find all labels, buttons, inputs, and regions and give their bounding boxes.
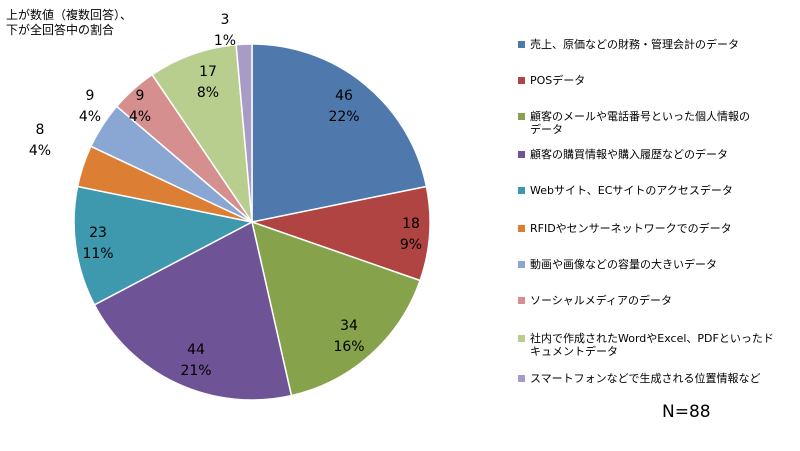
- legend-swatch: [518, 297, 525, 304]
- legend-label: 社内で作成されたWordやExcel、PDFといったド キュメントデータ: [530, 332, 774, 358]
- slice-percent-label-7: 4%: [79, 109, 101, 125]
- legend-item-8: ソーシャルメディアのデータ: [518, 294, 792, 307]
- legend-label: スマートフォンなどで生成される位置情報など: [530, 372, 761, 385]
- slice-value-label-5: 23: [89, 225, 107, 241]
- pie-slice-1: [251, 43, 428, 223]
- legend-label: 顧客の購買情報や購入履歴などのデータ: [530, 148, 728, 161]
- legend-swatch: [518, 151, 525, 158]
- slice-percent-label-3: 16%: [333, 339, 364, 355]
- slice-value-label-3: 34: [340, 318, 358, 334]
- slice-percent-label-2: 9%: [400, 237, 422, 253]
- legend-item-9: 社内で作成されたWordやExcel、PDFといったド キュメントデータ: [518, 332, 792, 358]
- legend-label: Webサイト、ECサイトのアクセスデータ: [530, 184, 733, 197]
- slice-percent-label-1: 22%: [328, 109, 359, 125]
- pie-slice-4: [93, 220, 293, 401]
- legend-label: POSデータ: [530, 74, 586, 87]
- pie-slice-2: [249, 185, 431, 282]
- slice-percent-label-8: 4%: [129, 109, 151, 125]
- slice-percent-label-6: 4%: [29, 143, 51, 159]
- pie-slice-5: [73, 185, 255, 306]
- legend-item-5: Webサイト、ECサイトのアクセスデータ: [518, 184, 792, 197]
- slice-percent-label-9: 8%: [197, 85, 219, 101]
- slice-percent-label-5: 11%: [82, 246, 113, 262]
- legend-item-7: 動画や画像などの容量の大きいデータ: [518, 258, 792, 271]
- legend-label: 動画や画像などの容量の大きいデータ: [530, 258, 717, 271]
- legend-swatch: [518, 335, 525, 342]
- legend-item-1: 売上、原価などの財務・管理会計のデータ: [518, 38, 792, 51]
- sample-size-label: N=88: [662, 402, 711, 422]
- slice-value-label-1: 46: [335, 88, 353, 104]
- legend-item-3: 顧客のメールや電話番号といった個人情報の データ: [518, 110, 792, 136]
- slice-value-label-2: 18: [402, 216, 420, 232]
- slice-value-label-4: 44: [187, 342, 205, 358]
- legend-label: ソーシャルメディアのデータ: [530, 294, 673, 307]
- slice-value-label-8: 9: [136, 88, 145, 104]
- legend-swatch: [518, 113, 525, 120]
- chart-note: 上が数値（複数回答）、 下が全回答中の割合: [6, 8, 133, 37]
- slice-value-label-9: 17: [199, 64, 217, 80]
- pie-slice-3: [250, 220, 422, 397]
- legend-label: RFIDやセンサーネットワークでのデータ: [530, 222, 732, 235]
- slice-percent-label-10: 1%: [214, 33, 236, 49]
- slice-value-label-7: 9: [86, 88, 95, 104]
- legend-item-10: スマートフォンなどで生成される位置情報など: [518, 372, 792, 385]
- legend-label: 顧客のメールや電話番号といった個人情報の データ: [530, 110, 750, 136]
- legend-label: 売上、原価などの財務・管理会計のデータ: [530, 38, 739, 51]
- legend-swatch: [518, 225, 525, 232]
- legend-swatch: [518, 77, 525, 84]
- pie-slice-10: [235, 43, 253, 223]
- legend-item-2: POSデータ: [518, 74, 792, 87]
- slice-value-label-10: 3: [221, 12, 230, 28]
- legend-item-6: RFIDやセンサーネットワークでのデータ: [518, 222, 792, 235]
- legend-swatch: [518, 375, 525, 382]
- pie-slice-9: [151, 43, 254, 225]
- legend-item-4: 顧客の購買情報や購入履歴などのデータ: [518, 148, 792, 161]
- slice-percent-label-4: 21%: [180, 363, 211, 379]
- slice-value-label-6: 8: [36, 122, 45, 138]
- legend-swatch: [518, 41, 525, 48]
- legend-swatch: [518, 261, 525, 268]
- legend-swatch: [518, 187, 525, 194]
